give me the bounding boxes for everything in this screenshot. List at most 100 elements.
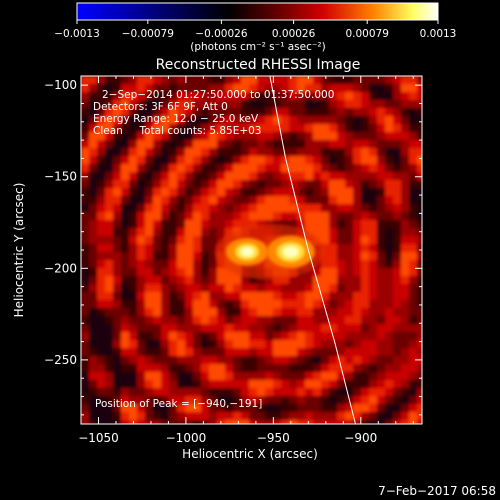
- pattern-cell: [329, 404, 337, 412]
- pattern-cell: [329, 100, 337, 108]
- pattern-cell: [193, 364, 201, 372]
- pattern-cell: [265, 116, 273, 124]
- pattern-cell: [417, 404, 422, 412]
- pattern-cell: [393, 172, 401, 180]
- pattern-cell: [377, 148, 385, 156]
- pattern-cell: [313, 300, 321, 308]
- pattern-cell: [409, 412, 417, 420]
- pattern-cell: [105, 116, 113, 124]
- pattern-cell: [273, 332, 281, 340]
- pattern-cell: [313, 316, 321, 324]
- pattern-cell: [249, 292, 257, 300]
- pattern-cell: [153, 220, 161, 228]
- pattern-cell: [273, 92, 281, 100]
- pattern-cell: [137, 228, 145, 236]
- pattern-cell: [305, 156, 313, 164]
- pattern-cell: [377, 172, 385, 180]
- pattern-cell: [281, 172, 289, 180]
- pattern-cell: [185, 212, 193, 220]
- pattern-cell: [193, 100, 201, 108]
- pattern-cell: [193, 164, 201, 172]
- pattern-cell: [337, 412, 345, 420]
- pattern-cell: [417, 420, 422, 424]
- pattern-cell: [273, 140, 281, 148]
- pattern-cell: [209, 100, 217, 108]
- pattern-cell: [401, 92, 409, 100]
- pattern-cell: [385, 412, 393, 420]
- pattern-cell: [177, 404, 185, 412]
- pattern-cell: [177, 212, 185, 220]
- pattern-cell: [169, 420, 177, 424]
- pattern-cell: [313, 108, 321, 116]
- pattern-cell: [297, 372, 305, 380]
- pattern-cell: [241, 276, 249, 284]
- pattern-cell: [361, 108, 369, 116]
- pattern-cell: [361, 404, 369, 412]
- pattern-cell: [345, 196, 353, 204]
- pattern-cell: [169, 196, 177, 204]
- pattern-cell: [281, 292, 289, 300]
- pattern-cell: [393, 300, 401, 308]
- pattern-cell: [385, 324, 393, 332]
- pattern-cell: [249, 196, 257, 204]
- pattern-cell: [137, 124, 145, 132]
- pattern-cell: [257, 180, 265, 188]
- pattern-cell: [409, 172, 417, 180]
- pattern-cell: [209, 212, 217, 220]
- pattern-cell: [233, 124, 241, 132]
- pattern-cell: [321, 404, 329, 412]
- pattern-cell: [345, 420, 353, 424]
- pattern-cell: [369, 212, 377, 220]
- pattern-cell: [113, 156, 121, 164]
- pattern-cell: [153, 212, 161, 220]
- pattern-cell: [329, 116, 337, 124]
- pattern-cell: [113, 76, 121, 84]
- pattern-cell: [345, 204, 353, 212]
- pattern-cell: [377, 420, 385, 424]
- pattern-cell: [265, 372, 273, 380]
- pattern-cell: [369, 292, 377, 300]
- pattern-cell: [161, 140, 169, 148]
- pattern-cell: [153, 388, 161, 396]
- pattern-cell: [201, 396, 209, 404]
- pattern-cell: [345, 404, 353, 412]
- pattern-cell: [233, 220, 241, 228]
- y-tick-label: −200: [44, 261, 77, 275]
- pattern-cell: [345, 380, 353, 388]
- pattern-cell: [97, 348, 105, 356]
- pattern-cell: [241, 356, 249, 364]
- pattern-cell: [289, 292, 297, 300]
- pattern-cell: [289, 220, 297, 228]
- pattern-cell: [257, 148, 265, 156]
- pattern-cell: [321, 396, 329, 404]
- pattern-cell: [209, 420, 217, 424]
- pattern-cell: [201, 196, 209, 204]
- pattern-cell: [377, 412, 385, 420]
- pattern-cell: [201, 324, 209, 332]
- pattern-cell: [193, 332, 201, 340]
- pattern-cell: [153, 92, 161, 100]
- pattern-cell: [241, 364, 249, 372]
- pattern-cell: [129, 132, 137, 140]
- pattern-cell: [121, 308, 129, 316]
- pattern-cell: [305, 348, 313, 356]
- pattern-cell: [305, 148, 313, 156]
- pattern-cell: [201, 172, 209, 180]
- pattern-cell: [361, 100, 369, 108]
- pattern-cell: [257, 140, 265, 148]
- pattern-cell: [193, 404, 201, 412]
- pattern-cell: [193, 156, 201, 164]
- pattern-cell: [169, 260, 177, 268]
- pattern-cell: [97, 188, 105, 196]
- pattern-cell: [401, 148, 409, 156]
- pattern-cell: [249, 156, 257, 164]
- annotation-block: 2−Sep−2014 01:27:50.000 to 01:37:50.000 …: [93, 89, 334, 137]
- pattern-cell: [241, 292, 249, 300]
- pattern-cell: [225, 156, 233, 164]
- pattern-cell: [161, 348, 169, 356]
- pattern-cell: [153, 100, 161, 108]
- pattern-cell: [337, 196, 345, 204]
- pattern-cell: [369, 100, 377, 108]
- pattern-cell: [153, 364, 161, 372]
- pattern-cell: [81, 268, 89, 276]
